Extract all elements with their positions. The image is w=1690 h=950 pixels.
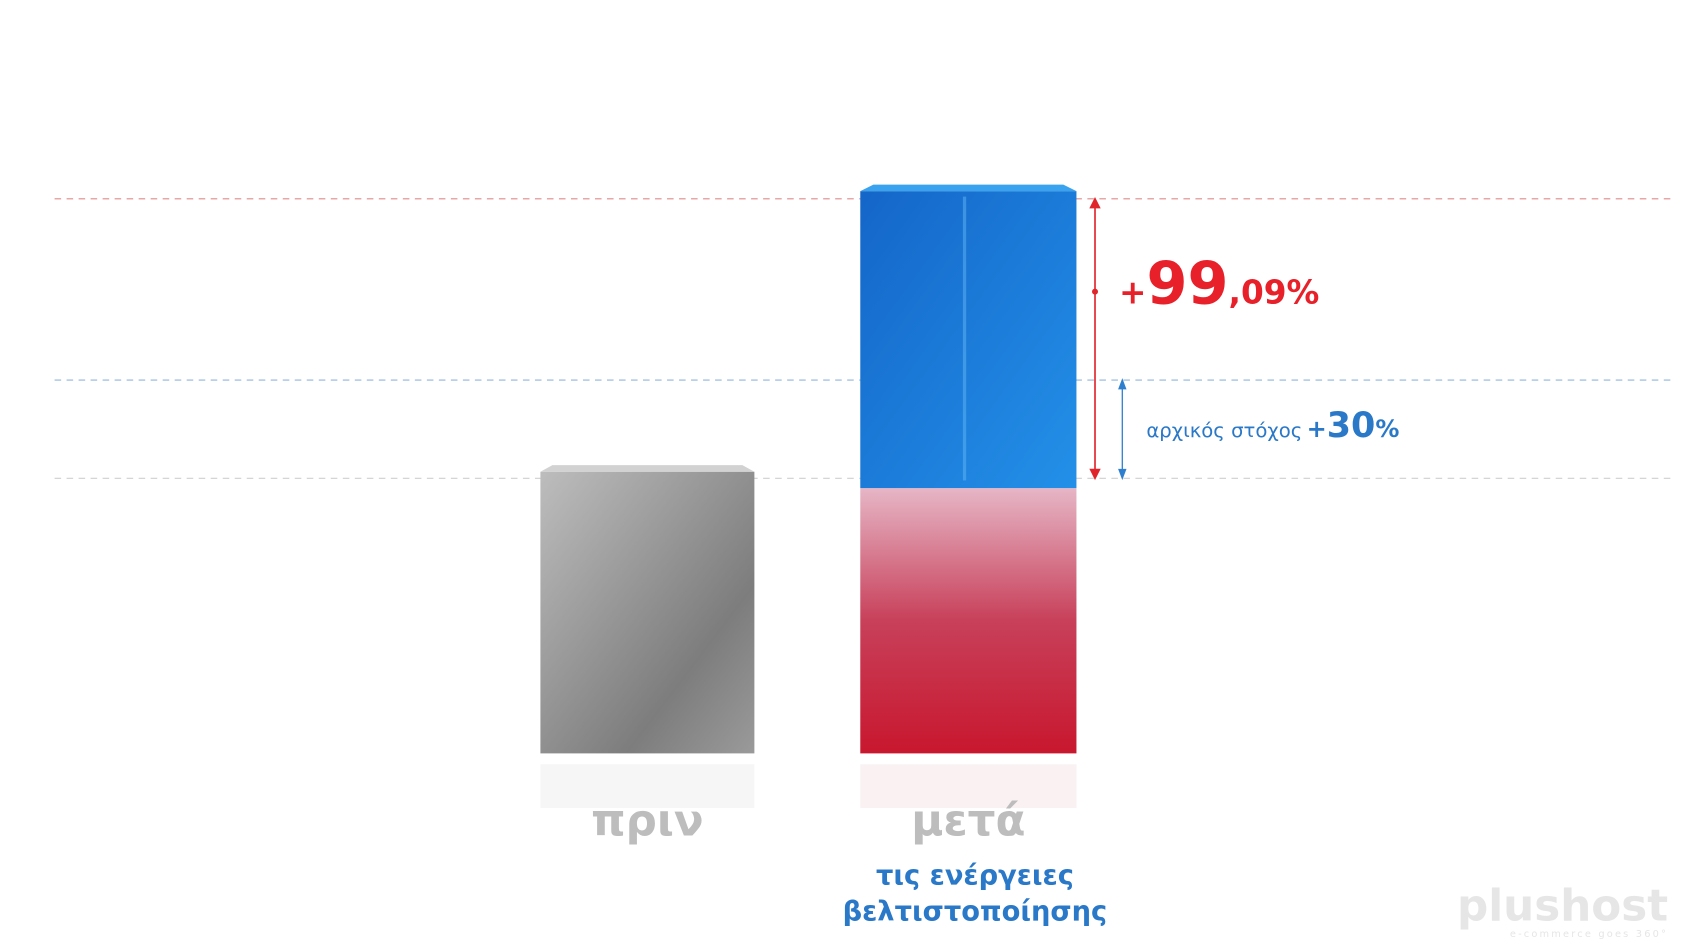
target-text: αρχικός στόχος xyxy=(1146,419,1302,442)
label-after-line2: βελτιστοποίησης xyxy=(843,896,1108,927)
target-whole: 30 xyxy=(1327,406,1376,446)
target-sign: + xyxy=(1307,415,1327,443)
background-lines xyxy=(98,127,1605,762)
result-whole: 99 xyxy=(1146,249,1228,318)
result-fraction: ,09% xyxy=(1229,274,1320,312)
logo-tagline: e-commerce goes 360° xyxy=(1510,929,1668,940)
target-label: αρχικός στόχος +30% xyxy=(1146,406,1399,446)
logo: plushost xyxy=(1457,880,1668,931)
label-before: πριν xyxy=(591,795,704,846)
result-label: +99,09% xyxy=(1119,249,1319,318)
label-after: μετά xyxy=(911,795,1025,846)
bar-after xyxy=(860,184,1077,808)
target-unit: % xyxy=(1375,415,1399,443)
result-sign: + xyxy=(1119,274,1146,312)
bar-before xyxy=(540,465,755,808)
result-arrow xyxy=(1089,196,1101,481)
target-arrow xyxy=(1118,378,1127,481)
label-after-line1: τις ενέργειες xyxy=(876,860,1074,891)
